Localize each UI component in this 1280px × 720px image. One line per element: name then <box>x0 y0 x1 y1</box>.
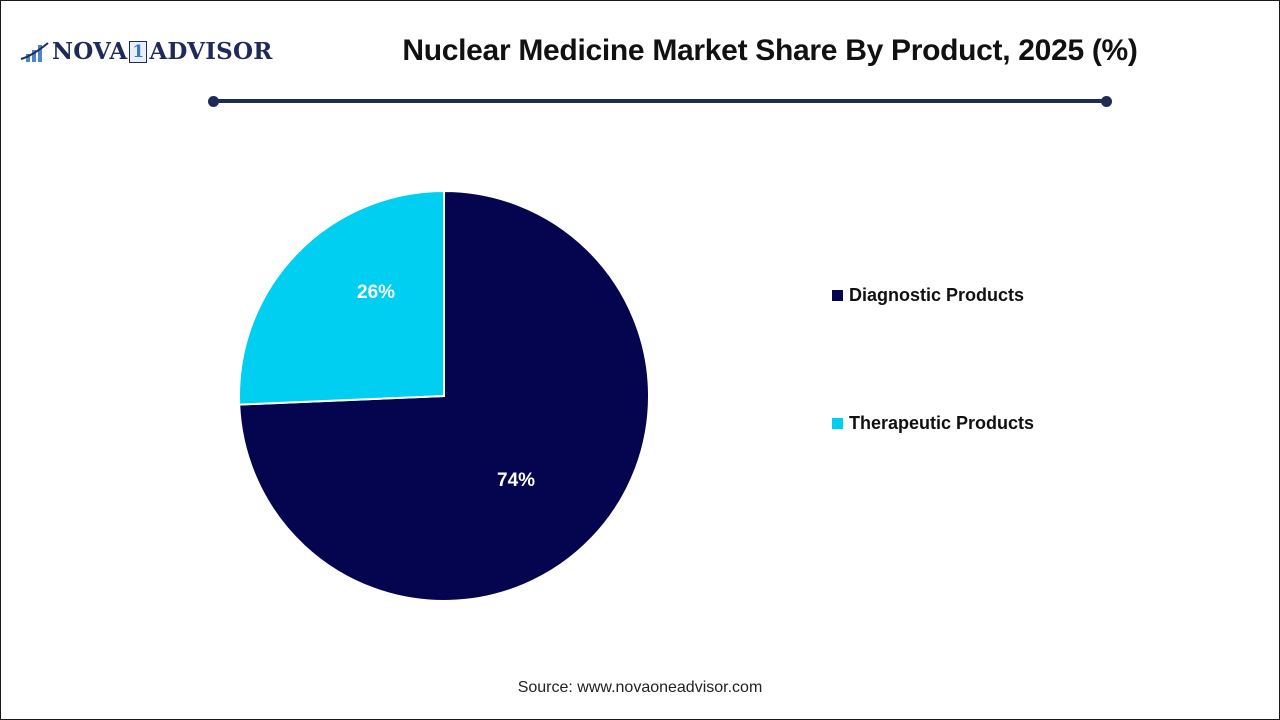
title-divider <box>213 99 1106 103</box>
logo-text-nova: NOVA <box>52 38 128 65</box>
legend-label-diagnostic: Diagnostic Products <box>849 285 1025 305</box>
source-note: Source: www.novaoneadvisor.com <box>517 679 763 696</box>
nova-advisor-logo: NOVA 1 ADVISOR <box>20 38 273 65</box>
legend-label-therapeutic: Therapeutic Products <box>849 413 1035 433</box>
legend-swatch-therapeutic <box>832 418 843 429</box>
legend-item-therapeutic: Therapeutic Products <box>832 413 1034 434</box>
logo-text-advisor: ADVISOR <box>149 38 273 65</box>
legend-swatch-diagnostic <box>832 290 843 301</box>
logo-text-one: 1 <box>129 40 148 63</box>
divider-left-dot <box>208 95 219 107</box>
divider-right-dot <box>1101 95 1112 107</box>
pie-slice-therapeutic <box>238 189 445 406</box>
chart-title: Nuclear Medicine Market Share By Product… <box>402 34 1138 67</box>
legend-item-diagnostic: Diagnostic Products <box>832 285 1024 306</box>
label-diagnostic: 74% <box>497 470 536 491</box>
label-therapeutic: 26% <box>357 282 396 303</box>
bar-chart-logo-icon <box>20 41 49 62</box>
